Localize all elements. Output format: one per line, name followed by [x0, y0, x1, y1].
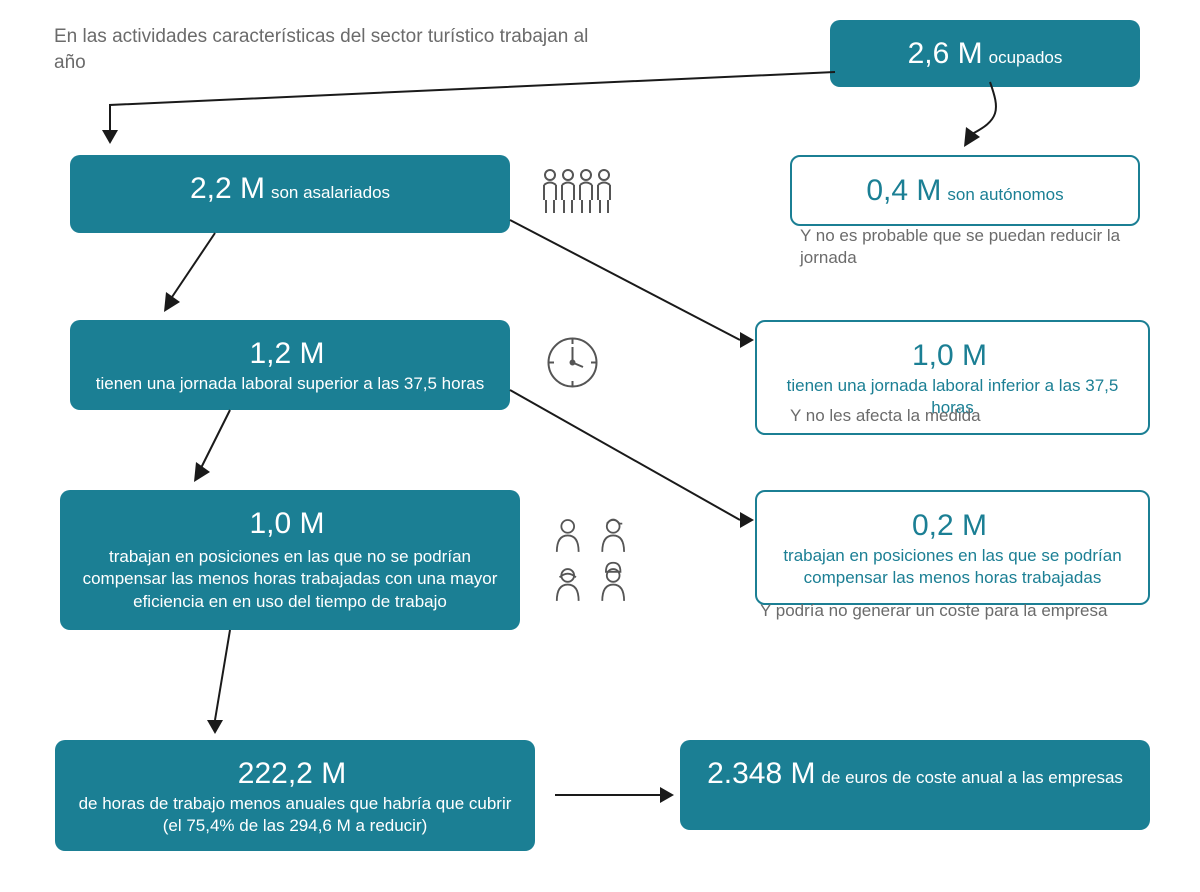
a-sup-nocomp — [200, 410, 230, 470]
node-sup375-label: tienen una jornada laboral superior a la… — [96, 373, 484, 395]
node-asalariados: 2,2 M son asalariados — [70, 155, 510, 233]
a-asal-sup375 — [170, 233, 215, 300]
a-sup-sicomp — [510, 390, 740, 520]
workers-icon — [545, 505, 645, 620]
node-autonomos-label: son autónomos — [947, 184, 1063, 206]
a-ocupados-asalariados — [110, 72, 835, 130]
people-icon — [540, 165, 620, 220]
node-coste-value: 2.348 M — [707, 754, 815, 793]
node-coste-label: de euros de coste anual a las empresas — [821, 767, 1122, 789]
node-asalariados-label: son asalariados — [271, 182, 390, 204]
a-nocomp-horas — [215, 630, 230, 720]
node-ocupados-label: ocupados — [989, 47, 1063, 69]
node-horas-label: de horas de trabajo menos anuales que ha… — [73, 793, 517, 837]
node-ocupados: 2,6 M ocupados — [830, 20, 1140, 87]
node-coste: 2.348 M de euros de coste anual a las emp… — [680, 740, 1150, 830]
node-sup375-value: 1,2 M — [249, 334, 324, 373]
node-autonomos: 0,4 M son autónomos — [790, 155, 1140, 226]
node-nocomp-label: trabajan en posiciones en las que no se … — [78, 546, 502, 612]
a-ocupados-autonomos — [970, 82, 996, 135]
node-sicomp-value: 0,2 M — [912, 506, 987, 545]
node-autonomos-value: 0,4 M — [866, 171, 941, 210]
node-asalariados-value: 2,2 M — [190, 169, 265, 208]
node-horas-value: 222,2 M — [238, 754, 346, 793]
node-horas: 222,2 Mde horas de trabajo menos anuales… — [55, 740, 535, 851]
cap-sicomp: Y podría no generar un coste para la emp… — [760, 600, 1120, 622]
node-ocupados-value: 2,6 M — [908, 34, 983, 73]
node-sicomp-label: trabajan en posiciones en las que se pod… — [775, 545, 1130, 589]
intro-text: En las actividades características del s… — [54, 24, 614, 75]
node-sup375: 1,2 Mtienen una jornada laboral superior… — [70, 320, 510, 410]
node-nocomp-value: 1,0 M — [249, 504, 324, 543]
clock-icon — [545, 335, 600, 395]
node-nocomp: 1,0 Mtrabajan en posiciones en las que n… — [60, 490, 520, 630]
a-asal-inf375 — [510, 220, 740, 340]
cap-inf375: Y no les afecta la medida — [790, 405, 1130, 427]
node-sicomp: 0,2 Mtrabajan en posiciones en las que s… — [755, 490, 1150, 605]
node-inf375-value: 1,0 M — [912, 336, 987, 375]
cap-autonomos: Y no es probable que se puedan reducir l… — [800, 225, 1140, 269]
